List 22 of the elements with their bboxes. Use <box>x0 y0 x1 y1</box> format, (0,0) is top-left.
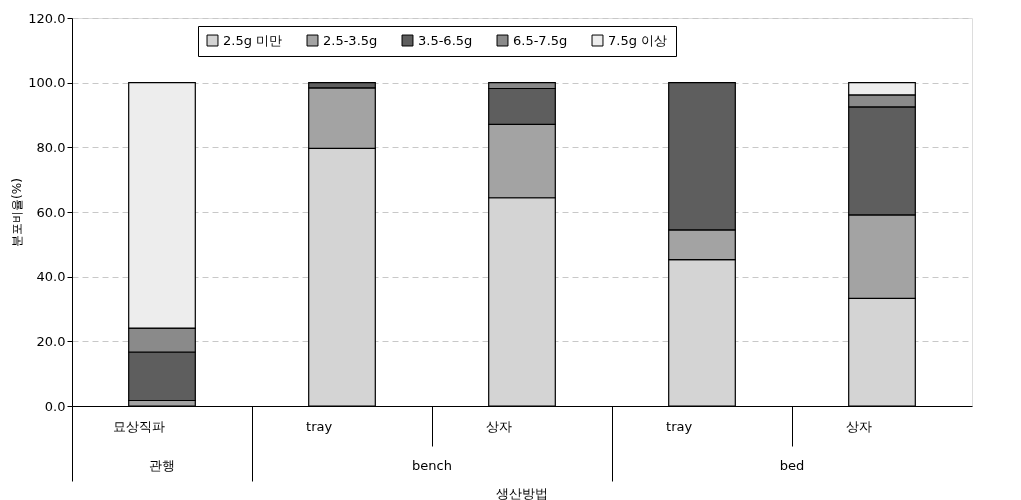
y-tick-label: 20.0 <box>36 333 66 349</box>
y-tick-label: 40.0 <box>36 269 66 285</box>
text: bed <box>779 458 805 473</box>
legend-label: 7.5g 이상 <box>608 32 668 48</box>
x-tick-label: 상자 <box>846 418 873 434</box>
x-tick-label: 상자 <box>486 418 513 434</box>
y-tick-label: 100.0 <box>28 75 66 91</box>
y-axis-title: 분포비율(%) <box>10 178 25 247</box>
y-tick-label: 0.0 <box>44 398 66 414</box>
legend-label: 3.5-6.5g <box>418 32 473 48</box>
y-tick-label: 120.0 <box>28 10 66 26</box>
text: bench <box>412 458 452 473</box>
legend-label: 2.5g 미만 <box>223 32 283 48</box>
y-tick-label: 60.0 <box>36 204 66 220</box>
x-tick-label: 묘상직파 <box>113 418 166 434</box>
text: 관행 <box>149 458 175 473</box>
x-axis-title: 생산방법 <box>496 486 548 500</box>
legend-label: 2.5-3.5g <box>323 32 378 48</box>
x-tick-label: tray <box>666 418 693 434</box>
x-tick-label: tray <box>306 418 333 434</box>
y-tick-label: 80.0 <box>36 139 66 155</box>
legend-label: 6.5-7.5g <box>513 32 568 48</box>
